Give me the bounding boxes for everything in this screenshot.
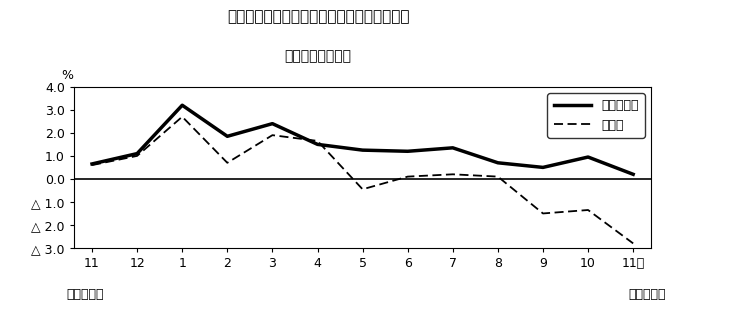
Text: 平成２２年: 平成２２年 [67, 288, 104, 301]
Text: 第３図　常用雇用指数　対前年同月比の推移: 第３図 常用雇用指数 対前年同月比の推移 [227, 9, 409, 24]
Legend: 調査産業計, 製造業: 調査産業計, 製造業 [548, 93, 645, 138]
Text: %: % [61, 69, 73, 82]
Text: 平成２３年: 平成２３年 [629, 288, 666, 301]
Text: （規樯５人以上）: （規樯５人以上） [285, 50, 352, 64]
